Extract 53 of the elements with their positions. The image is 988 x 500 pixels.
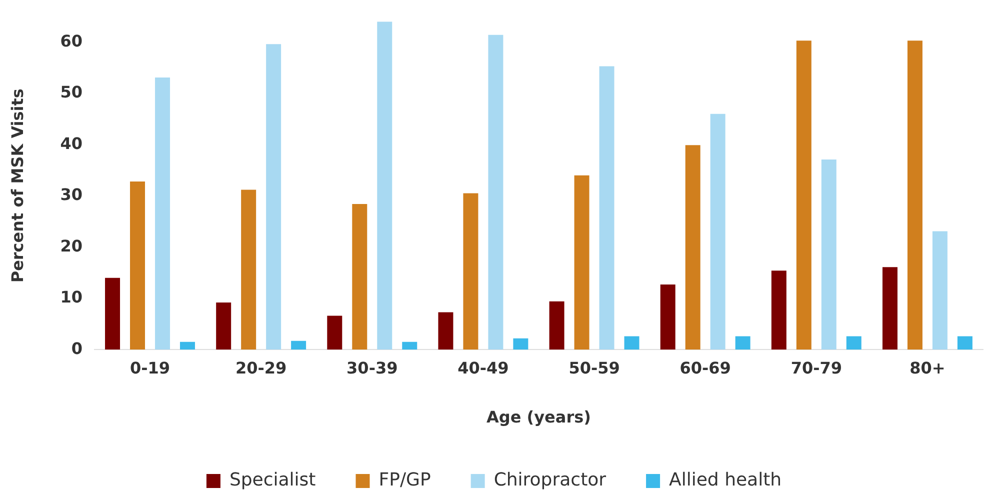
bar xyxy=(957,336,972,350)
bar xyxy=(771,270,786,350)
bar xyxy=(907,40,922,350)
x-tick-label: 40-49 xyxy=(458,358,509,378)
bar xyxy=(599,66,614,350)
y-tick-label: 0 xyxy=(71,338,82,358)
x-axis-title: Age (years) xyxy=(486,408,591,427)
bar xyxy=(291,340,306,350)
bar xyxy=(932,231,948,350)
bar xyxy=(327,316,342,350)
bar xyxy=(549,301,564,350)
legend-label: Chiropractor xyxy=(494,470,607,491)
x-tick-label: 70-79 xyxy=(790,358,842,378)
y-tick-label: 20 xyxy=(60,236,82,256)
bar xyxy=(216,302,232,350)
y-tick-label: 50 xyxy=(60,82,82,102)
bar xyxy=(130,182,145,350)
x-tick-label: 20-29 xyxy=(235,358,287,378)
bar xyxy=(463,193,478,350)
bar xyxy=(438,312,454,350)
bar xyxy=(796,40,812,350)
bar xyxy=(882,267,898,350)
bar xyxy=(352,204,368,350)
bar xyxy=(735,336,750,350)
legend-label: FP/GP xyxy=(378,470,431,491)
y-tick-label: 30 xyxy=(60,185,82,204)
x-tick-label: 30-39 xyxy=(346,358,398,378)
x-tick-label: 80+ xyxy=(910,358,946,378)
bar xyxy=(513,338,528,350)
y-axis-title: Percent of MSK Visits xyxy=(8,88,27,283)
bar xyxy=(574,175,590,350)
bar xyxy=(402,342,418,350)
y-tick-label: 40 xyxy=(60,134,82,153)
y-tick-label: 60 xyxy=(60,31,82,50)
bar xyxy=(241,190,256,350)
bar xyxy=(685,145,700,350)
bar xyxy=(846,336,862,350)
bar xyxy=(377,22,392,350)
x-tick-label: 0-19 xyxy=(130,358,170,378)
legend-label: Allied health xyxy=(669,470,782,491)
bar xyxy=(180,342,195,350)
bar xyxy=(710,114,726,350)
x-tick-label: 60-69 xyxy=(680,358,731,378)
bar xyxy=(266,44,282,350)
x-tick-label: 50-59 xyxy=(568,358,620,378)
bar xyxy=(488,34,504,350)
bar xyxy=(105,278,120,350)
bar xyxy=(154,77,170,350)
bar xyxy=(821,159,836,350)
bar xyxy=(624,336,640,350)
legend-label: Specialist xyxy=(229,470,316,491)
y-tick-label: 10 xyxy=(60,288,82,307)
bar xyxy=(660,284,676,350)
